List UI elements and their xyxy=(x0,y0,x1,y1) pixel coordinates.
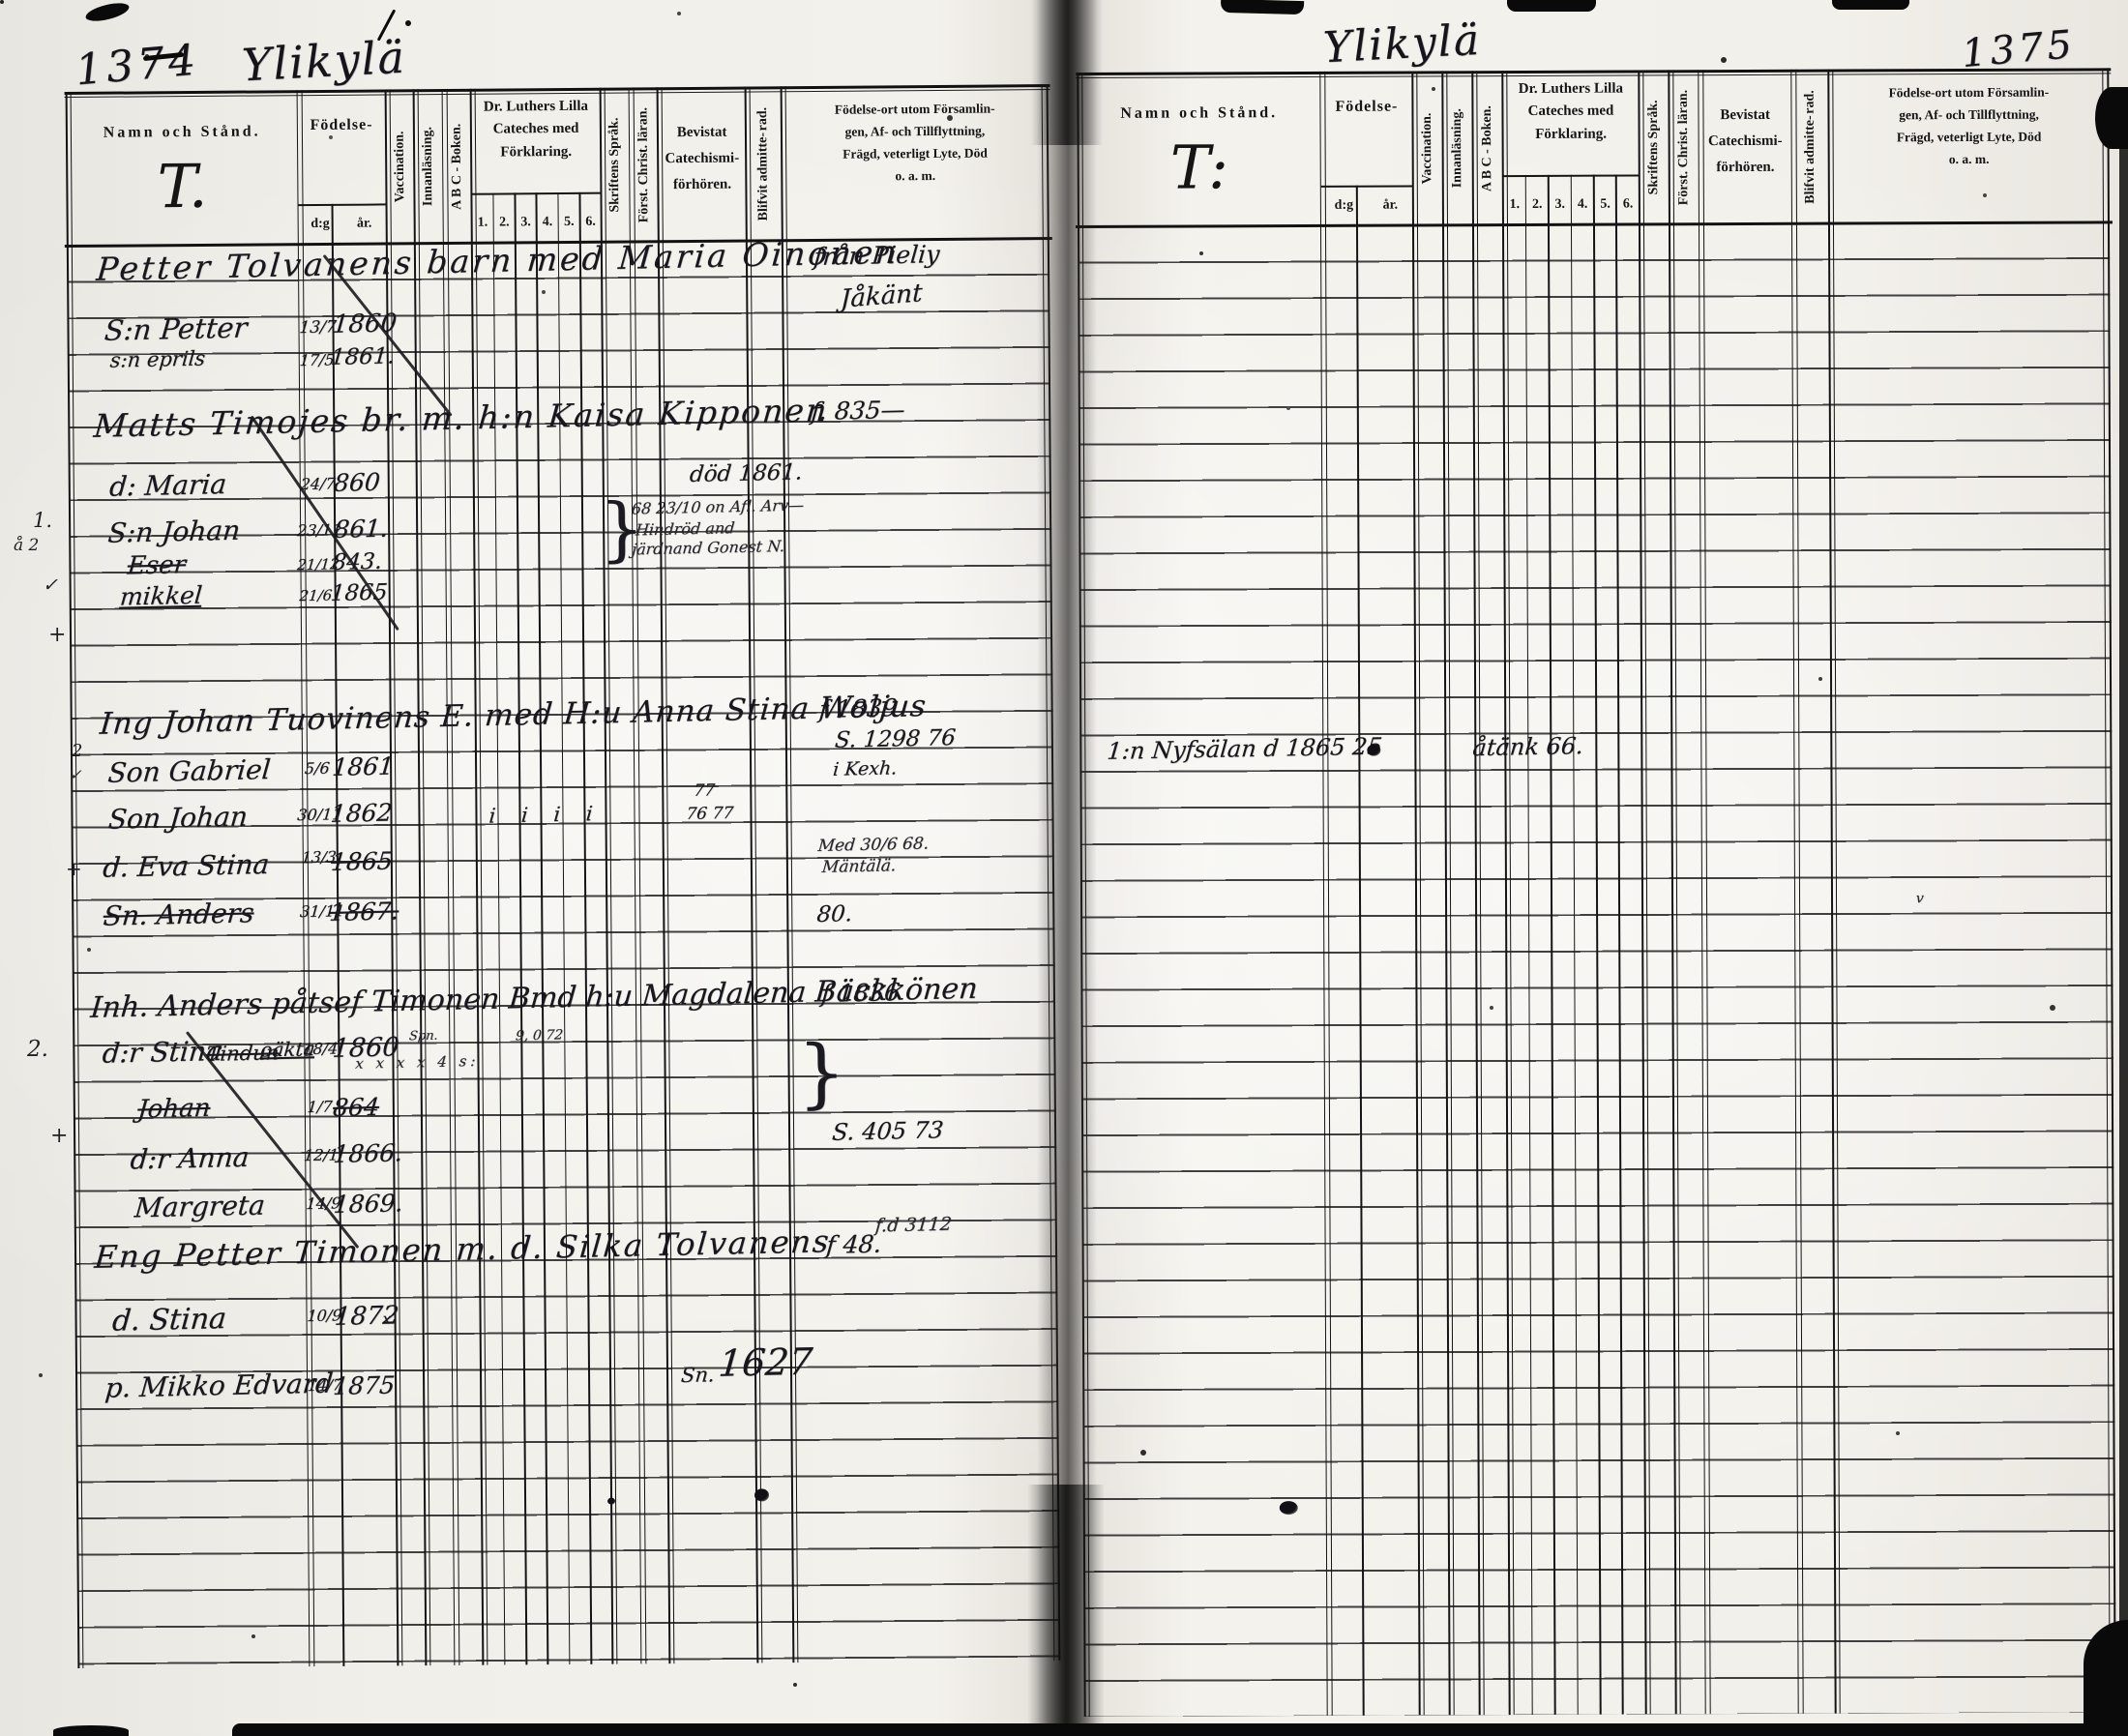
handwritten-text: s:n eprils xyxy=(108,346,207,372)
right-page-table: Namn och Stånd. T: Födelse- d:g år. Vacc… xyxy=(1075,68,2116,1717)
handwritten-text: i Kexh. xyxy=(832,757,899,780)
handwritten-text: 68 23/10 on Afl. Arv— xyxy=(631,495,805,518)
handwritten-text: S:n Johan xyxy=(106,514,242,549)
handwritten-text: Eng Petter Timonen m. d. Silka Tolvanens xyxy=(93,1222,833,1276)
scan-artifact xyxy=(1507,0,1596,12)
margin-mark: ✓ xyxy=(43,574,58,596)
handwritten-text: S. 405 73 xyxy=(831,1116,945,1146)
folio-number-left: 1374 xyxy=(74,35,201,96)
handwritten-text: Johan xyxy=(135,1093,212,1125)
handwritten-text: Hindröd and xyxy=(635,518,736,540)
margin-mark: + xyxy=(66,857,82,880)
handwritten-text: S. 1298 76 xyxy=(833,725,957,753)
handwritten-text: Son Johan xyxy=(106,800,250,836)
handwritten-text: 1627 xyxy=(717,1339,814,1385)
book-gutter-shadow-bottom xyxy=(1027,1485,1105,1736)
scan-artifact-bottom-band xyxy=(232,1723,2128,1736)
ink-blot xyxy=(1367,744,1381,756)
handwritten-text: 1875 xyxy=(332,1370,397,1400)
ink-blot xyxy=(607,1497,616,1505)
handwritten-text: Matts Timojes br. m. h:n Kaisa Kipponen xyxy=(92,391,830,445)
handwritten-text: 860 xyxy=(332,467,382,497)
margin-mark: 2. xyxy=(27,1037,48,1062)
ink-blot xyxy=(1279,1501,1298,1515)
handwritten-text: Spn. xyxy=(408,1028,439,1045)
handwritten-text: x xyxy=(381,1309,392,1328)
handwritten-text: S:n Petter xyxy=(103,310,249,347)
handwritten-text: f. 835— xyxy=(810,395,906,426)
margin-mark: + xyxy=(48,623,67,647)
handwritten-text: från Pieliy xyxy=(813,240,941,271)
handwritten-text: Petter Tolvanens barn med Maria Oinonen xyxy=(95,232,901,288)
handwritten-text: Ing Johan Tuovinens E. med H:u Anna Stin… xyxy=(98,689,929,742)
scan-artifact-right-edge xyxy=(2119,135,2128,1625)
handwritten-text: 1/7 xyxy=(306,1097,334,1117)
scan-artifact xyxy=(83,0,132,25)
handwritten-text: Margreta xyxy=(133,1189,267,1224)
handwritten-text: 76 77 xyxy=(685,803,734,825)
handwritten-text: 5/6 xyxy=(304,758,331,779)
handwritten-text: 24/7 xyxy=(299,474,337,494)
handwritten-text: d. Stina xyxy=(110,1302,228,1339)
handwritten-text: Son Gabriel xyxy=(106,753,273,789)
margin-mark: ✓ xyxy=(70,766,82,783)
handwritten-text: v xyxy=(1915,891,1925,907)
handwritten-text: 861. xyxy=(333,514,390,544)
handwritten-text: d:r Anna xyxy=(129,1140,251,1176)
handwritten-text: p. Mikko Edvard xyxy=(103,1367,335,1404)
handwritten-text: Sn. xyxy=(680,1363,716,1388)
handwritten-text: f 1836 xyxy=(820,978,901,1008)
handwritten-text: d: Maria xyxy=(107,468,228,503)
handwritten-text: Eser xyxy=(126,550,188,581)
handwritten-text: järdnand Gonest N. xyxy=(631,536,786,559)
margin-mark: å 2 xyxy=(14,536,40,555)
handwritten-text: 1861 xyxy=(331,751,396,781)
handwritten-text: Med 30/6 68. xyxy=(816,834,931,856)
page-title-right: Ylikylä xyxy=(1321,15,1483,74)
handwritten-text: f.d 3112 xyxy=(873,1213,953,1237)
handwritten-text: mikkel xyxy=(118,580,204,611)
scan-artifact xyxy=(1220,0,1305,15)
handwritten-text: död 1861. xyxy=(688,459,804,487)
handwritten-text: Sn. Anders xyxy=(102,897,255,932)
book-gutter-shadow-top xyxy=(1031,0,1103,145)
scan-artifact xyxy=(2084,1620,2128,1736)
scan-artifact xyxy=(53,1725,129,1736)
handwritten-text: 1867. xyxy=(328,897,400,927)
handwritten-text: x x x x 4 s: xyxy=(354,1051,481,1073)
handwritten-text: Jåkänt xyxy=(840,279,923,314)
left-page-table: Namn och Stånd. T. Födelse- d:g år. Vacc… xyxy=(64,84,1061,1668)
handwritten-text: 77 xyxy=(693,780,716,801)
handwritten-text: 1865 xyxy=(329,846,395,876)
handwritten-text: Mäntälä. xyxy=(820,856,898,877)
handwritten-text: 21/6 xyxy=(298,586,333,605)
handwritten-text: åtänk 66. xyxy=(1471,732,1585,762)
page-title-left: Ylikylä xyxy=(240,30,408,92)
scan-artifact xyxy=(1832,0,1909,10)
handwritten-text: d. Eva Stina xyxy=(102,847,271,884)
handwritten-text: 1862 xyxy=(329,798,394,828)
handwritten-text: 1866. xyxy=(332,1138,404,1168)
margin-mark: 1. xyxy=(33,509,53,532)
margin-mark: 2 xyxy=(72,741,83,761)
handwritten-text: 80. xyxy=(815,901,854,927)
book-gutter xyxy=(1037,0,1097,1736)
handwritten-text: 1869. xyxy=(332,1189,404,1219)
handwritten-text: 864 xyxy=(331,1092,381,1122)
handwritten-text: 1:n Nyfsälan d 1865 25 xyxy=(1106,732,1384,765)
ink-blot xyxy=(754,1488,770,1502)
handwritten-text: i i i i xyxy=(488,802,604,828)
handwritten-text: } xyxy=(797,1029,846,1118)
handwritten-text: 1861. xyxy=(329,343,396,370)
handwritten-text: 9, 0 72 xyxy=(515,1027,564,1045)
margin-mark: + xyxy=(50,1124,69,1148)
handwritten-text: f 1839 xyxy=(817,693,900,723)
scan-noise xyxy=(0,0,4,4)
